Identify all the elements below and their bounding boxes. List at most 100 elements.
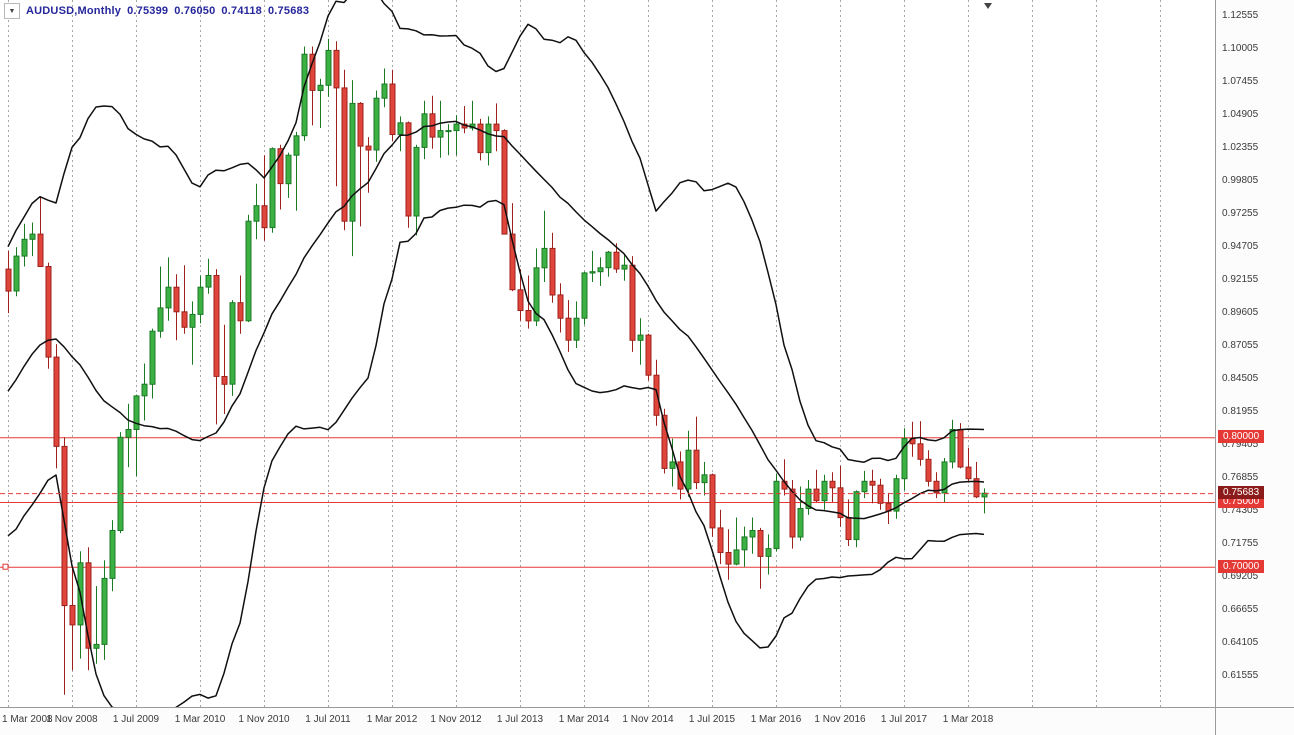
candle-body	[333, 49, 340, 89]
candle-body	[765, 548, 772, 557]
y-axis-label: 0.66655	[1222, 604, 1259, 615]
candle-body	[445, 130, 452, 133]
candle-body	[965, 466, 972, 480]
price-axis[interactable]: 1.12555 1.10005 1.07455 1.04905 1.02355 0.998…	[1215, 0, 1294, 707]
x-axis-label: 1 Mar 2010	[174, 714, 226, 725]
candle-body	[893, 478, 900, 512]
candle-body	[757, 530, 764, 557]
candle-body	[397, 122, 404, 135]
candle-body	[717, 527, 724, 554]
candle-body	[829, 480, 836, 489]
candle-body	[13, 255, 20, 292]
candle-body	[845, 517, 852, 540]
candle-body	[949, 429, 956, 463]
candle-body	[69, 605, 76, 626]
candle-body	[509, 233, 516, 291]
candle-body	[525, 310, 532, 322]
candle-body	[933, 480, 940, 494]
y-axis-label: 0.87055	[1222, 340, 1259, 351]
candle-body	[229, 302, 236, 385]
x-axis-label: 1 Mar 2014	[558, 714, 610, 725]
candle-body	[789, 488, 796, 538]
candle-body	[29, 233, 36, 240]
candle-body	[725, 552, 732, 565]
candle-body	[589, 271, 596, 274]
candle-body	[645, 334, 652, 376]
time-axis[interactable]: 1 Mar 2008 1 Nov 2008 1 Jul 2009 1 Mar 2010…	[0, 707, 1215, 735]
candle-body	[485, 123, 492, 154]
candle-body	[341, 87, 348, 222]
candle-body	[613, 251, 620, 270]
y-axis-label: 0.71755	[1222, 538, 1259, 549]
candle-body	[653, 374, 660, 416]
candle-body	[141, 383, 148, 397]
candle-body	[277, 148, 284, 185]
candle-body	[261, 205, 268, 229]
candle-body	[869, 480, 876, 486]
candle-body	[389, 83, 396, 135]
symbol-header: ▼ AUDUSD,Monthly 0.75399 0.76050 0.74118…	[4, 3, 309, 19]
candle-body	[565, 317, 572, 341]
candle-body	[285, 154, 292, 185]
candle-body	[109, 530, 116, 579]
candle-body	[133, 395, 140, 430]
candle-body	[541, 247, 548, 269]
x-axis-label: 1 Mar 2016	[750, 714, 802, 725]
chart-shift-marker[interactable]	[984, 3, 992, 9]
triangle-down-icon: ▼	[8, 7, 16, 15]
y-axis-label: 0.89605	[1222, 307, 1259, 318]
candle-body	[853, 491, 860, 541]
candle-body	[925, 458, 932, 482]
bollinger-upper-line	[7, 0, 985, 463]
x-axis-label: 1 Nov 2010	[238, 714, 290, 725]
candle-body	[557, 294, 564, 319]
y-axis-label: 1.10005	[1222, 43, 1259, 54]
candle-body	[237, 302, 244, 322]
candle-body	[597, 267, 604, 273]
candle-body	[701, 474, 708, 484]
candle-body	[437, 130, 444, 138]
x-axis-label: 1 Nov 2016	[814, 714, 866, 725]
ohlc-high: 0.76050	[174, 5, 216, 17]
x-axis-label: 1 Mar 2018	[942, 714, 994, 725]
candle-body	[877, 484, 884, 504]
collapse-chart-button[interactable]: ▼	[4, 3, 20, 19]
candle-body	[413, 146, 420, 217]
candle-body	[365, 145, 372, 151]
candle-body	[269, 148, 276, 229]
candle-body	[605, 251, 612, 269]
candle-body	[53, 356, 60, 447]
y-axis-label: 0.94705	[1222, 241, 1259, 252]
candle-body	[973, 478, 980, 498]
line-handle[interactable]	[2, 563, 9, 570]
candle-body	[573, 317, 580, 341]
x-axis-label: 1 Nov 2008	[46, 714, 98, 725]
x-axis-label: 1 Jul 2013	[496, 714, 544, 725]
ohlc-low: 0.74118	[221, 5, 262, 17]
candle-body	[749, 530, 756, 538]
candle-body	[213, 275, 220, 377]
bollinger-lower-line	[7, 199, 985, 707]
candle-body	[37, 233, 44, 268]
y-axis-label: 0.64105	[1222, 637, 1259, 648]
price-chart[interactable]	[0, 0, 1215, 707]
candle-body	[101, 577, 108, 645]
candle-body	[317, 84, 324, 92]
candle-body	[693, 449, 700, 484]
candle-body	[501, 130, 508, 235]
candle-body	[773, 480, 780, 550]
candle-body	[741, 536, 748, 551]
symbol-name: AUDUSD,Monthly	[26, 5, 122, 17]
candle-body	[165, 286, 172, 309]
candle-body	[493, 123, 500, 132]
candle-body	[85, 562, 92, 649]
candle-body	[149, 330, 156, 385]
candle-body	[669, 461, 676, 469]
candle-body	[581, 272, 588, 319]
candle-body	[189, 313, 196, 328]
y-axis-label: 0.97255	[1222, 208, 1259, 219]
price-level-tag: 0.70000	[1218, 560, 1265, 573]
candle-body	[325, 49, 332, 86]
candle-body	[245, 220, 252, 322]
candle-body	[205, 275, 212, 288]
